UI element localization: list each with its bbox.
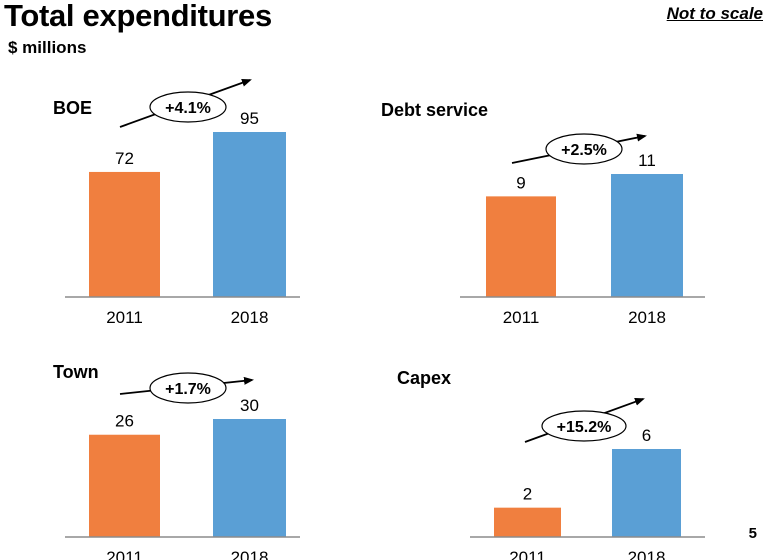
tick-label-capex-2018: 2018 xyxy=(628,548,666,560)
growth-label-town: +1.7% xyxy=(165,381,211,398)
page-subtitle: $ millions xyxy=(8,38,87,57)
bar-capex-2011 xyxy=(494,507,561,537)
growth-oval-capex xyxy=(541,410,627,442)
growth-oval-town xyxy=(149,372,227,404)
growth-label-debt-service: +2.5% xyxy=(561,142,607,159)
bar-capex-2018 xyxy=(612,449,681,537)
tick-label-boe-2018: 2018 xyxy=(231,308,269,327)
tick-label-boe-2011: 2011 xyxy=(106,308,143,327)
chart-title-boe: BOE xyxy=(53,98,93,118)
value-label-capex-2011: 2 xyxy=(523,485,532,504)
value-label-debt-service-2018: 11 xyxy=(638,151,656,170)
page-title: Total expenditures xyxy=(4,0,272,33)
value-label-capex-2018: 6 xyxy=(642,426,651,445)
growth-label-capex: +15.2% xyxy=(557,419,612,436)
growth-label-boe: +4.1% xyxy=(165,100,211,117)
tick-label-debt-service-2018: 2018 xyxy=(628,308,666,327)
bar-town-2018 xyxy=(213,419,286,537)
chart-title-town: Town xyxy=(53,362,99,382)
bar-debt-service-2011 xyxy=(486,196,556,297)
bar-boe-2018 xyxy=(213,132,286,297)
value-label-boe-2011: 72 xyxy=(115,149,134,168)
page-number: 5 xyxy=(748,525,757,542)
chart-title-debt-service: Debt service xyxy=(381,100,489,120)
value-label-town-2018: 30 xyxy=(240,396,259,415)
chart-title-capex: Capex xyxy=(397,368,452,388)
growth-oval-boe xyxy=(149,91,227,123)
tick-label-debt-service-2011: 2011 xyxy=(503,308,540,327)
scale-note: Not to scale xyxy=(666,4,763,23)
tick-label-capex-2011: 2011 xyxy=(509,548,546,560)
value-label-boe-2018: 95 xyxy=(240,109,259,128)
bar-debt-service-2018 xyxy=(611,174,683,297)
bar-town-2011 xyxy=(89,434,160,537)
tick-label-town-2011: 2011 xyxy=(106,548,143,560)
tick-label-town-2018: 2018 xyxy=(231,548,269,560)
growth-oval-debt-service xyxy=(545,133,623,165)
value-label-town-2011: 26 xyxy=(115,412,134,431)
bar-boe-2011 xyxy=(89,171,160,297)
value-label-debt-service-2011: 9 xyxy=(516,173,525,192)
